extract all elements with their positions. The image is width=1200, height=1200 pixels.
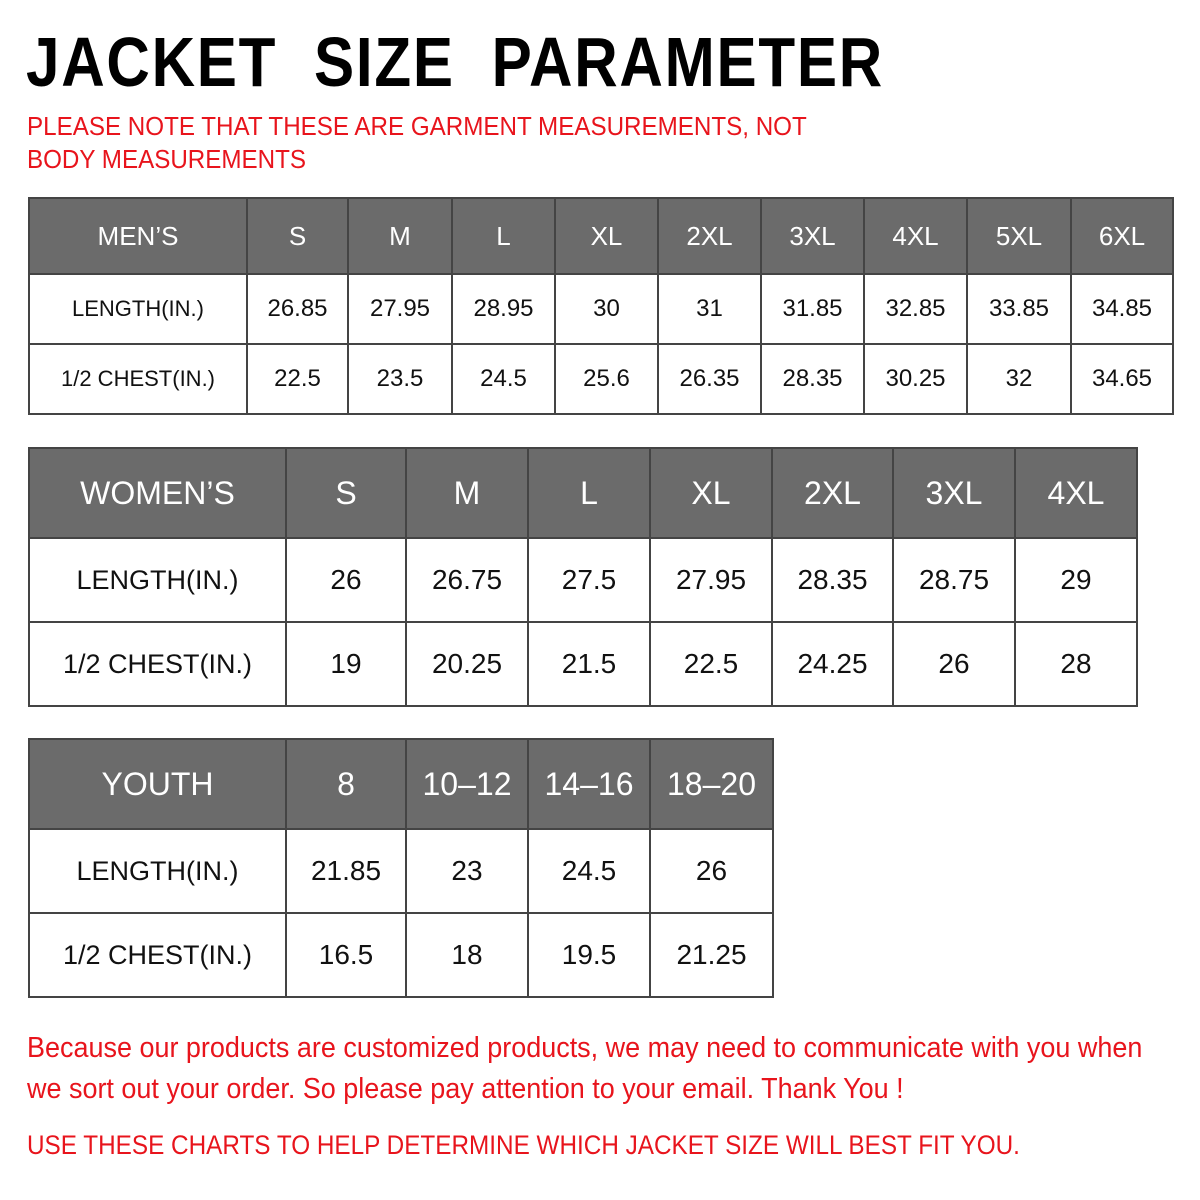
measurement-cell: 20.25	[405, 621, 529, 707]
measurement-cell: 19	[285, 621, 407, 707]
men-header-row: MEN’S S M L XL 2XL 3XL 4XL 5XL 6XL	[28, 197, 1174, 275]
measurement-cell: 23.5	[347, 343, 453, 415]
measurement-cell: 28.35	[760, 343, 865, 415]
measurement-cell: 28.95	[451, 273, 556, 345]
measurement-cell: 28	[1014, 621, 1138, 707]
row-label: LENGTH(IN.)	[28, 273, 248, 345]
table-row: 1/2 CHEST(IN.) 16.5 18 19.5 21.25	[28, 912, 774, 998]
size-header: 10–12	[405, 738, 529, 830]
measurement-cell: 26.85	[246, 273, 349, 345]
measurement-cell: 26.35	[657, 343, 762, 415]
womens-size-table: WOMEN’S S M L XL 2XL 3XL 4XL LENGTH(IN.) 26 26.75 2…	[28, 447, 1138, 707]
table-row: LENGTH(IN.) 26.85 27.95 28.95 30 31 31.85 32.85…	[28, 273, 1174, 345]
measurement-cell: 19.5	[527, 912, 651, 998]
measurement-cell: 29	[1014, 537, 1138, 623]
measurement-cell: 26	[285, 537, 407, 623]
measurement-cell: 31.85	[760, 273, 865, 345]
measurement-cell: 18	[405, 912, 529, 998]
size-header: S	[285, 447, 407, 539]
size-header: XL	[649, 447, 773, 539]
measurement-cell: 26	[892, 621, 1016, 707]
size-header: 14–16	[527, 738, 651, 830]
size-header: M	[405, 447, 529, 539]
measurement-cell: 21.85	[285, 828, 407, 914]
measurement-cell: 16.5	[285, 912, 407, 998]
size-header: L	[451, 197, 556, 275]
table-row: 1/2 CHEST(IN.) 19 20.25 21.5 22.5 24.25 26 28	[28, 621, 1138, 707]
row-label: LENGTH(IN.)	[28, 828, 287, 914]
measurement-cell: 33.85	[966, 273, 1072, 345]
measurement-cell: 26	[649, 828, 774, 914]
measurement-cell: 28.75	[892, 537, 1016, 623]
youth-header-row: YOUTH 8 10–12 14–16 18–20	[28, 738, 774, 830]
measurement-cell: 32.85	[863, 273, 968, 345]
measurement-cell: 34.65	[1070, 343, 1174, 415]
row-label: 1/2 CHEST(IN.)	[28, 621, 287, 707]
measurement-note: PLEASE NOTE THAT THESE ARE GARMENT MEASU…	[27, 111, 807, 174]
measurement-cell: 34.85	[1070, 273, 1174, 345]
size-header: 2XL	[771, 447, 894, 539]
measurement-cell: 22.5	[246, 343, 349, 415]
size-header: L	[527, 447, 651, 539]
table-row: LENGTH(IN.) 26 26.75 27.5 27.95 28.35 28.75 29	[28, 537, 1138, 623]
size-header: 18–20	[649, 738, 774, 830]
women-header-row: WOMEN’S S M L XL 2XL 3XL 4XL	[28, 447, 1138, 539]
youth-size-table: YOUTH 8 10–12 14–16 18–20 LENGTH(IN.) 21.85 23 2…	[28, 738, 774, 998]
size-header: XL	[554, 197, 659, 275]
men-category-header: MEN’S	[28, 197, 248, 275]
size-header: 4XL	[863, 197, 968, 275]
row-label: 1/2 CHEST(IN.)	[28, 912, 287, 998]
measurement-cell: 28.35	[771, 537, 894, 623]
measurement-cell: 24.5	[451, 343, 556, 415]
size-header: 2XL	[657, 197, 762, 275]
measurement-cell: 22.5	[649, 621, 773, 707]
measurement-cell: 27.5	[527, 537, 651, 623]
mens-size-table: MEN’S S M L XL 2XL 3XL 4XL 5XL 6XL LENGTH(IN.) 26.8…	[28, 197, 1174, 415]
size-header: 3XL	[892, 447, 1016, 539]
measurement-cell: 24.25	[771, 621, 894, 707]
size-header: 5XL	[966, 197, 1072, 275]
footer-note: USE THESE CHARTS TO HELP DETERMINE WHICH…	[27, 1130, 1020, 1160]
page-title: JACKET SIZE PARAMETER	[26, 23, 884, 101]
row-label: 1/2 CHEST(IN.)	[28, 343, 248, 415]
measurement-cell: 26.75	[405, 537, 529, 623]
measurement-cell: 23	[405, 828, 529, 914]
measurement-cell: 27.95	[347, 273, 453, 345]
measurement-cell: 25.6	[554, 343, 659, 415]
table-row: LENGTH(IN.) 21.85 23 24.5 26	[28, 828, 774, 914]
size-header: 8	[285, 738, 407, 830]
measurement-cell: 24.5	[527, 828, 651, 914]
measurement-cell: 21.25	[649, 912, 774, 998]
size-header: M	[347, 197, 453, 275]
table-row: 1/2 CHEST(IN.) 22.5 23.5 24.5 25.6 26.35 28.35…	[28, 343, 1174, 415]
measurement-cell: 30.25	[863, 343, 968, 415]
youth-category-header: YOUTH	[28, 738, 287, 830]
size-header: 4XL	[1014, 447, 1138, 539]
size-header: S	[246, 197, 349, 275]
measurement-cell: 21.5	[527, 621, 651, 707]
women-category-header: WOMEN’S	[28, 447, 287, 539]
size-header: 3XL	[760, 197, 865, 275]
measurement-cell: 31	[657, 273, 762, 345]
measurement-cell: 27.95	[649, 537, 773, 623]
row-label: LENGTH(IN.)	[28, 537, 287, 623]
size-header: 6XL	[1070, 197, 1174, 275]
measurement-cell: 32	[966, 343, 1072, 415]
customization-message: Because our products are customized prod…	[27, 1032, 1143, 1105]
measurement-cell: 30	[554, 273, 659, 345]
